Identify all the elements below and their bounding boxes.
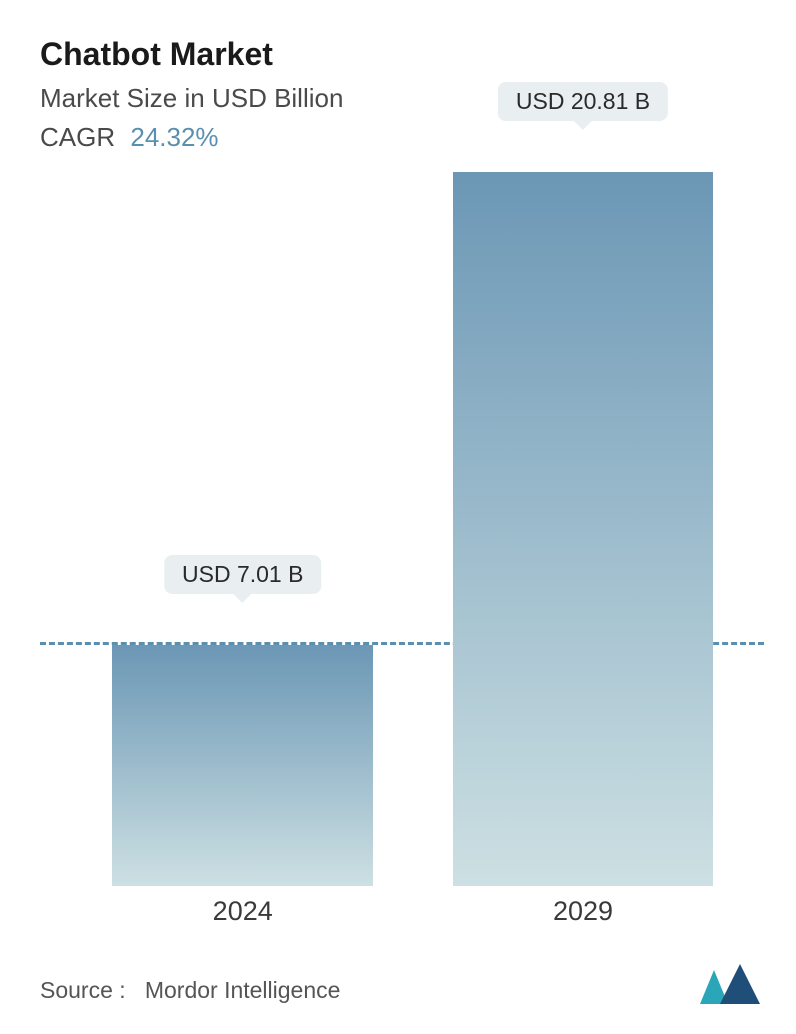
chart-card: Chatbot Market Market Size in USD Billio… <box>0 0 796 1034</box>
chart-title: Chatbot Market <box>40 36 764 73</box>
source-name: Mordor Intelligence <box>145 977 341 1003</box>
source-prefix: Source : <box>40 977 126 1003</box>
cagr-row: CAGR 24.32% <box>40 122 764 153</box>
plot-region: USD 7.01 BUSD 20.81 B <box>40 165 764 886</box>
bar <box>112 645 373 886</box>
source-text: Source : Mordor Intelligence <box>40 977 340 1004</box>
x-tick-label: 2029 <box>553 896 613 927</box>
bar <box>453 172 714 886</box>
bar-value-label: USD 20.81 B <box>498 82 668 121</box>
x-tick-label: 2024 <box>213 896 273 927</box>
footer: Source : Mordor Intelligence <box>40 964 764 1004</box>
chart-area: USD 7.01 BUSD 20.81 B 2024 2029 <box>40 165 764 956</box>
brand-logo-icon <box>700 964 764 1004</box>
cagr-value: 24.32% <box>130 122 218 152</box>
bar-value-label: USD 7.01 B <box>164 555 321 594</box>
x-axis-labels: 2024 2029 <box>40 896 764 936</box>
cagr-label: CAGR <box>40 122 115 152</box>
